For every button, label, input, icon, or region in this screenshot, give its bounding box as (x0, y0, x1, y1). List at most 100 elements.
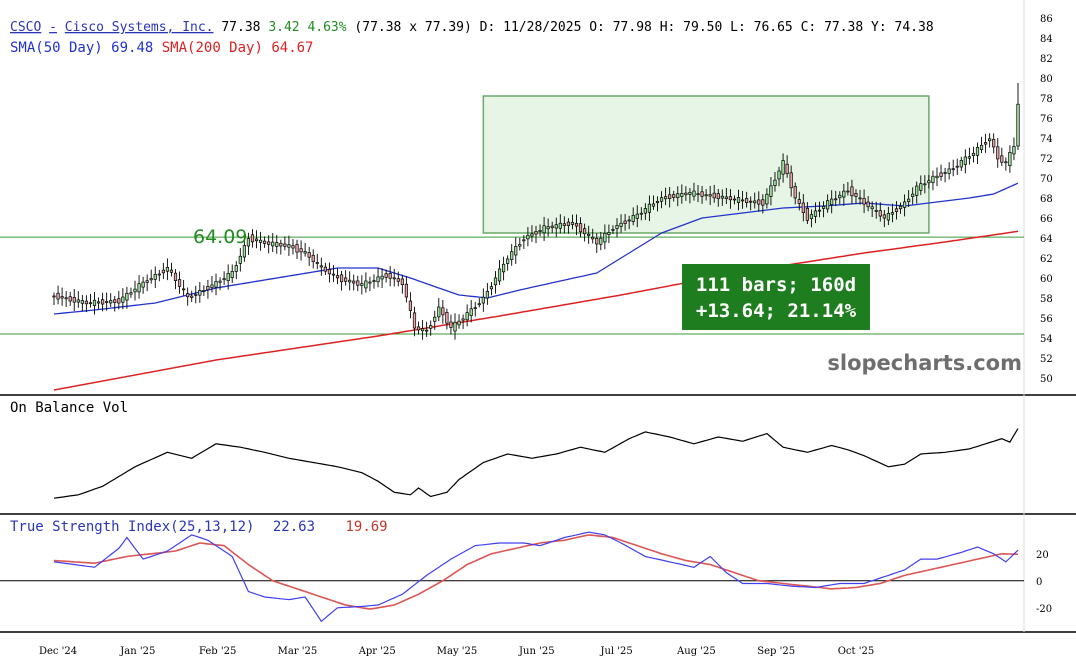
candle (886, 206, 890, 226)
candle (129, 287, 133, 298)
candle (911, 187, 915, 205)
candle (497, 259, 502, 285)
candle (623, 213, 627, 231)
candle-body (874, 210, 878, 212)
candle-body (898, 205, 903, 210)
candle-body (769, 185, 773, 197)
candle (578, 217, 583, 238)
candle (878, 202, 882, 222)
x-tick-label: Aug '25 (676, 646, 716, 657)
candle-body (64, 297, 68, 300)
candle (801, 194, 805, 222)
candle-body (445, 312, 449, 324)
candle-body (943, 172, 947, 174)
candle-body (542, 225, 546, 234)
company-name[interactable]: Cisco Systems, Inc. (65, 20, 214, 35)
candle (449, 314, 453, 335)
candle (992, 133, 996, 154)
candle (182, 279, 186, 296)
candle (356, 275, 360, 292)
header-line: CSCO - Cisco Systems, Inc. 77.38 3.42 4.… (10, 20, 934, 35)
obv-title: On Balance Vol (10, 400, 128, 416)
candle (344, 270, 348, 286)
candle (153, 266, 157, 288)
candle-body (105, 301, 109, 303)
candle-body (68, 296, 72, 302)
tsi-tick-label: -20 (1036, 604, 1052, 615)
price-tick-label: 64 (1040, 234, 1053, 245)
candle-body (570, 222, 575, 225)
symbol-separator[interactable]: - (49, 20, 57, 35)
candle-body (230, 270, 234, 278)
candle-body (777, 170, 781, 180)
candle-body (862, 197, 866, 205)
candle (862, 189, 866, 214)
candle (757, 191, 761, 212)
candle-body (919, 183, 923, 191)
candle (615, 218, 619, 238)
price-tick-label: 58 (1040, 294, 1053, 305)
x-tick-label: Apr '25 (358, 646, 396, 657)
candle (133, 280, 137, 301)
candle (125, 286, 129, 309)
measure-change: +13.64; 21.14% (696, 300, 857, 322)
candle (299, 240, 303, 261)
symbol[interactable]: CSCO (10, 20, 41, 35)
price-tick-label: 54 (1040, 334, 1053, 345)
price-tick-label: 66 (1040, 214, 1053, 225)
candle-body (591, 236, 595, 240)
candle (826, 194, 830, 213)
candle (753, 192, 757, 209)
candle (898, 202, 903, 214)
candle (655, 196, 660, 212)
candle (967, 147, 971, 165)
candle (348, 271, 352, 291)
candle (627, 215, 631, 230)
candle-body (716, 193, 720, 199)
price-tick-label: 50 (1040, 374, 1053, 385)
candle (587, 225, 591, 244)
candle (607, 224, 611, 244)
candle-body (497, 268, 502, 282)
x-tick-label: Feb '25 (199, 646, 236, 657)
candle (781, 153, 785, 183)
candle (684, 186, 688, 201)
candle-body (121, 296, 125, 303)
candle (676, 186, 680, 207)
candle-body (177, 279, 182, 287)
candle-body (963, 156, 967, 165)
candle (761, 194, 765, 214)
x-tick-label: Sep '25 (757, 646, 795, 657)
candle (542, 216, 546, 241)
candle (619, 214, 623, 233)
candle (874, 201, 878, 219)
candle-body (915, 185, 919, 196)
candle-body (959, 160, 963, 168)
candle (931, 170, 935, 191)
measure-label-background (682, 264, 870, 330)
candle (647, 195, 652, 222)
price-tick-label: 52 (1040, 354, 1053, 365)
high-value: H: 79.50 (660, 20, 723, 35)
candle (145, 274, 149, 292)
candle-body (510, 251, 514, 260)
candle (246, 232, 251, 255)
candle-body (173, 272, 178, 281)
candle-body (595, 238, 599, 245)
candle-body (951, 168, 955, 171)
candle-body (360, 283, 364, 286)
candle (890, 203, 895, 223)
candle-body (465, 312, 469, 321)
candle-body (821, 206, 826, 209)
candle (821, 201, 826, 218)
candle-body (60, 296, 64, 299)
candle-body (323, 266, 327, 272)
candle-body (902, 201, 907, 208)
candle-body (518, 244, 522, 247)
candle-body (664, 196, 668, 200)
price-tick-label: 76 (1040, 114, 1053, 125)
candle (283, 236, 287, 251)
candle (522, 235, 526, 250)
candle (64, 291, 68, 307)
